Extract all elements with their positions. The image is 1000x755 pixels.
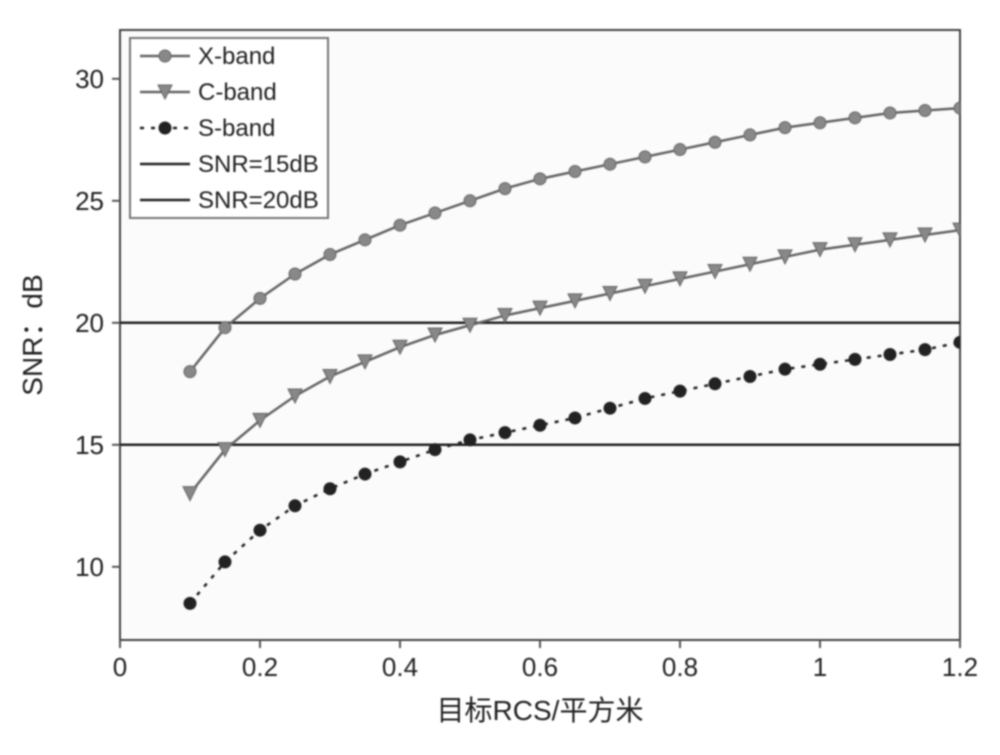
y-tick-label: 30 — [75, 64, 104, 94]
marker-circle — [709, 378, 721, 390]
marker-circle — [324, 248, 336, 260]
y-axis-label: SNR：dB — [17, 274, 48, 395]
marker-circle — [709, 136, 721, 148]
marker-circle — [569, 166, 581, 178]
chart-svg: 0 0.2 0.4 0.6 0.8 1 1.2 10 15 20 25 30 目标RCS/平方米 SNR：… — [0, 0, 1000, 755]
marker-circle — [814, 358, 826, 370]
marker-circle — [919, 105, 931, 117]
marker-circle — [184, 366, 196, 378]
marker-circle — [884, 349, 896, 361]
marker-circle — [464, 195, 476, 207]
marker-circle — [674, 144, 686, 156]
marker-circle — [359, 468, 371, 480]
marker-circle — [639, 151, 651, 163]
marker-circle — [849, 353, 861, 365]
marker-circle — [919, 344, 931, 356]
marker-circle — [604, 402, 616, 414]
marker-circle — [674, 385, 686, 397]
x-axis-label: 目标RCS/平方米 — [437, 695, 644, 726]
legend-marker — [159, 122, 171, 134]
marker-circle — [499, 427, 511, 439]
marker-circle — [359, 234, 371, 246]
marker-circle — [639, 392, 651, 404]
marker-circle — [289, 500, 301, 512]
x-tick-label: 0.2 — [242, 652, 278, 682]
x-tick-label: 1.2 — [942, 652, 978, 682]
marker-circle — [779, 122, 791, 134]
marker-circle — [254, 292, 266, 304]
marker-circle — [814, 117, 826, 129]
marker-circle — [429, 207, 441, 219]
marker-circle — [254, 524, 266, 536]
x-tick-label: 0 — [113, 652, 127, 682]
y-tick-label: 10 — [75, 552, 104, 582]
marker-circle — [394, 456, 406, 468]
legend-label: SNR=15dB — [198, 151, 319, 178]
legend-marker — [159, 50, 171, 62]
marker-circle — [779, 363, 791, 375]
marker-circle — [744, 129, 756, 141]
legend-label: X-band — [198, 43, 275, 70]
y-tick-label: 15 — [75, 430, 104, 460]
marker-circle — [219, 556, 231, 568]
chart-container: 0 0.2 0.4 0.6 0.8 1 1.2 10 15 20 25 30 目标RCS/平方米 SNR：… — [0, 0, 1000, 755]
y-tick-label: 20 — [75, 308, 104, 338]
x-tick-label: 1 — [813, 652, 827, 682]
marker-circle — [184, 597, 196, 609]
marker-circle — [849, 112, 861, 124]
marker-circle — [534, 173, 546, 185]
marker-circle — [394, 219, 406, 231]
marker-circle — [289, 268, 301, 280]
legend-label: S-band — [198, 115, 275, 142]
x-tick-label: 0.6 — [522, 652, 558, 682]
marker-circle — [534, 419, 546, 431]
marker-circle — [884, 107, 896, 119]
legend: X-band C-band S-band SNR=15dB SNR=20dB — [130, 38, 328, 218]
marker-circle — [429, 444, 441, 456]
marker-circle — [324, 483, 336, 495]
x-tick-label: 0.4 — [382, 652, 418, 682]
marker-circle — [569, 412, 581, 424]
x-tick-label: 0.8 — [662, 652, 698, 682]
marker-circle — [464, 434, 476, 446]
marker-circle — [219, 322, 231, 334]
marker-circle — [499, 183, 511, 195]
marker-circle — [604, 158, 616, 170]
legend-label: C-band — [198, 79, 277, 106]
y-tick-label: 25 — [75, 186, 104, 216]
marker-circle — [744, 370, 756, 382]
legend-label: SNR=20dB — [198, 187, 319, 214]
